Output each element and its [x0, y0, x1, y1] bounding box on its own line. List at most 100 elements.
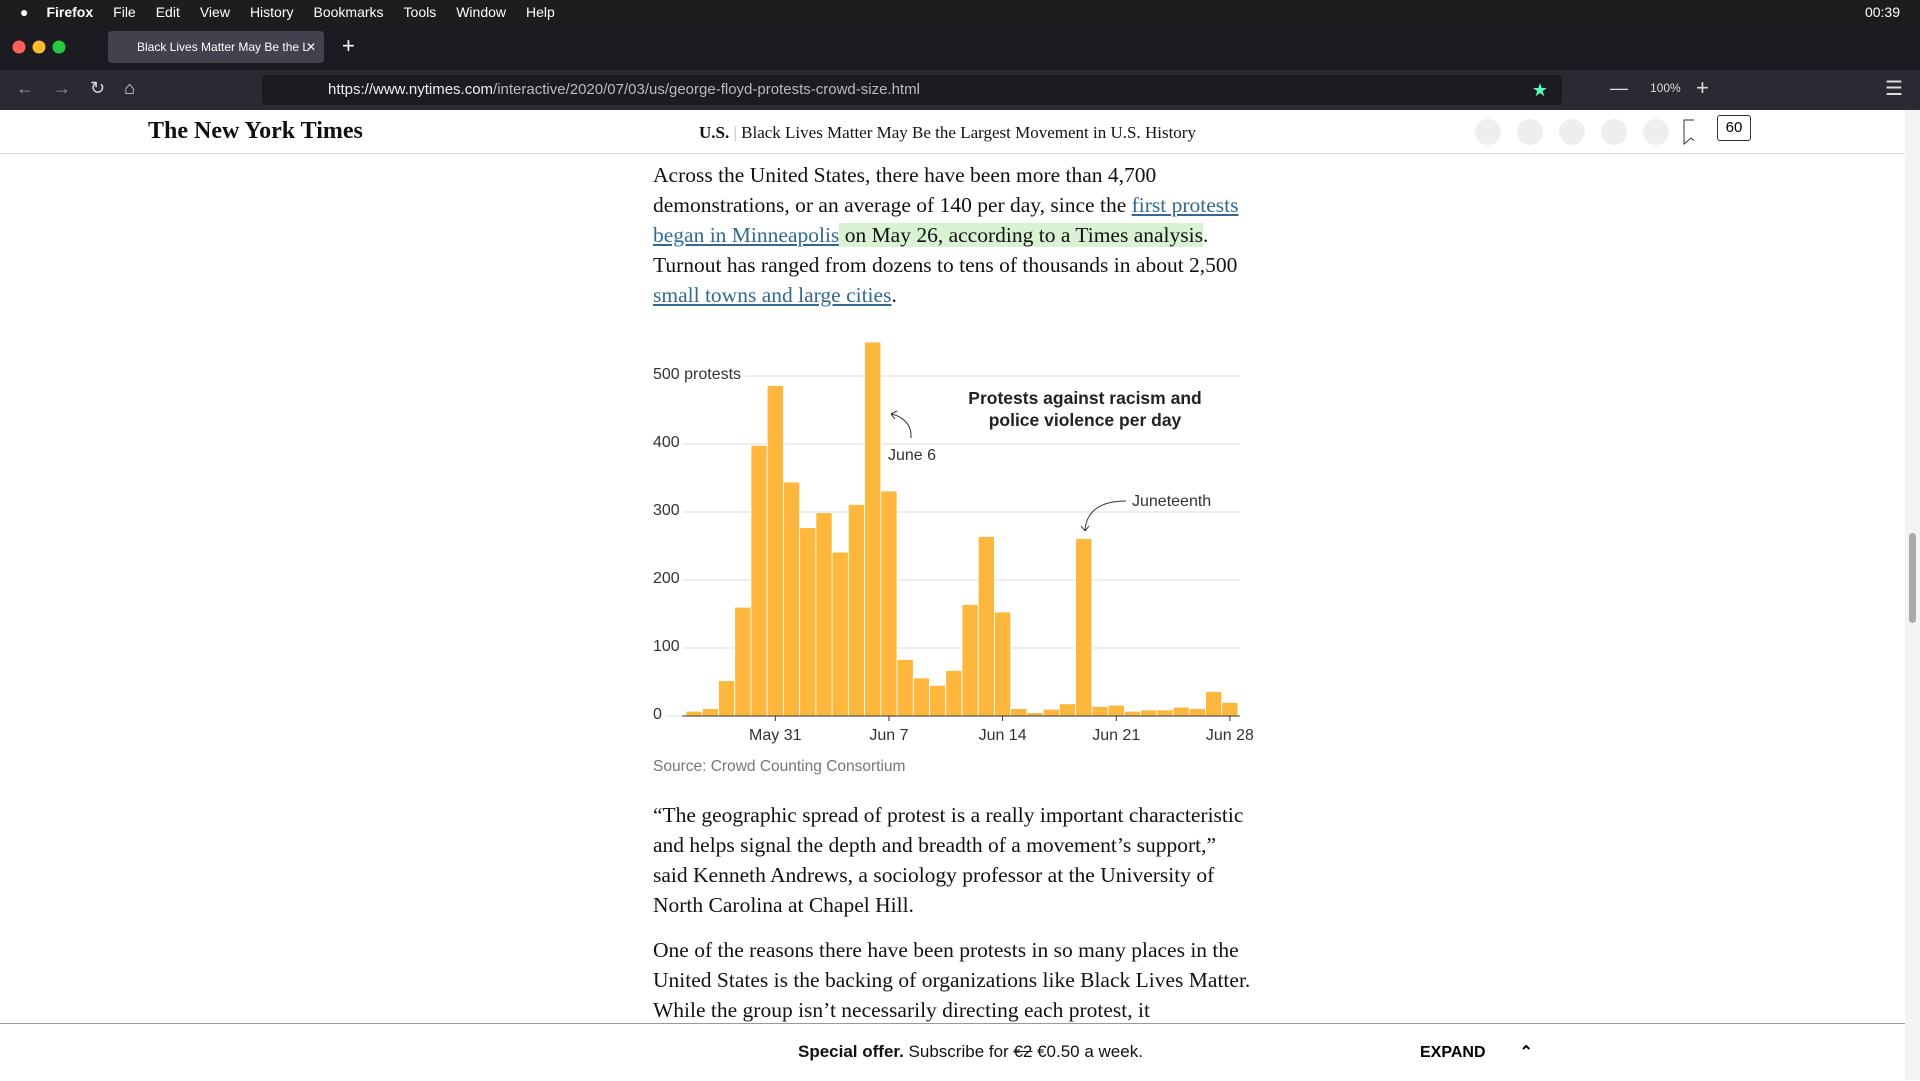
- comments-button[interactable]: 60: [1717, 115, 1751, 141]
- menu-item[interactable]: Bookmarks: [313, 3, 384, 20]
- menu-item[interactable]: History: [249, 3, 294, 20]
- y-tick-label: 0: [653, 706, 662, 723]
- chart-title: Protests against racism and police viole…: [968, 388, 1202, 430]
- share-email[interactable]: [1601, 119, 1627, 145]
- close-button[interactable]: [12, 40, 26, 54]
- bookmark-star[interactable]: ★: [1531, 80, 1548, 100]
- bar: [1042, 708, 1060, 717]
- offer-lead: Special offer.: [798, 1042, 904, 1061]
- bar: [912, 677, 930, 717]
- bar: [783, 481, 801, 717]
- bar: [718, 680, 736, 717]
- logo[interactable]: The New York Times: [148, 118, 363, 144]
- app-menu-button[interactable]: ☰: [1885, 78, 1903, 100]
- bar: [1091, 706, 1109, 717]
- link[interactable]: first protests began in Minneapolis: [653, 193, 1239, 247]
- bar: [1140, 709, 1158, 717]
- bar: [701, 708, 719, 717]
- bar: [815, 512, 833, 717]
- new-price: €0.50 a week.: [1032, 1042, 1143, 1061]
- save-bookmark[interactable]: [1683, 119, 1694, 146]
- bar: [1221, 701, 1239, 717]
- share-twitter[interactable]: [1559, 119, 1585, 145]
- text: . Turnout has ranged from dozens to tens…: [653, 223, 1238, 277]
- subscribe-bar: Special offer. Subscribe for €2 €0.50 a …: [0, 1023, 1905, 1081]
- zoom-button[interactable]: [52, 40, 66, 54]
- menu-item[interactable]: Window: [456, 3, 507, 20]
- share-icons: [1475, 119, 1694, 146]
- old-price: €2: [1013, 1042, 1033, 1061]
- expand-button[interactable]: EXPAND ⌃: [1420, 1044, 1533, 1061]
- section[interactable]: U.S.: [699, 123, 730, 142]
- y-tick-label: 300: [653, 502, 680, 519]
- bar: [734, 606, 752, 717]
- header-title: U.S. | Black Lives Matter May Be the Lar…: [699, 123, 1196, 142]
- chart-source: Source: Crowd Counting Consortium: [653, 758, 906, 775]
- paragraph: “The geographic spread of protest is a r…: [653, 803, 1244, 917]
- bar: [896, 659, 914, 717]
- menu-item[interactable]: Tools: [403, 3, 437, 20]
- url-bar[interactable]: https://www.nytimes.com/interactive/2020…: [262, 75, 1562, 105]
- menu-item[interactable]: View: [199, 3, 230, 20]
- bar: [1107, 704, 1125, 717]
- bar: [1205, 691, 1223, 717]
- minimize-button[interactable]: [32, 40, 46, 54]
- menu-item[interactable]: Edit: [155, 3, 180, 20]
- share-more[interactable]: [1643, 119, 1669, 145]
- share-facebook[interactable]: [1475, 119, 1501, 145]
- link[interactable]: small towns and large cities: [653, 283, 892, 307]
- annotation-arrow: [890, 410, 912, 439]
- bar: [961, 604, 979, 717]
- offer-text: Special offer. Subscribe for €2 €0.50 a …: [798, 1042, 1143, 1062]
- bar: [766, 385, 784, 717]
- tab[interactable]: Black Lives Matter May Be the L ✕: [108, 31, 324, 63]
- zoom-out[interactable]: —: [1610, 78, 1628, 98]
- nav-buttons[interactable]: ← → ↻ ⌂: [16, 78, 135, 98]
- bar: [799, 527, 817, 717]
- zoom-in[interactable]: +: [1696, 75, 1709, 100]
- url-host: https://www.nytimes.com: [328, 81, 494, 98]
- bar: [994, 611, 1012, 717]
- menu-item[interactable]: Help: [526, 3, 555, 20]
- scrollbar[interactable]: [1905, 110, 1920, 1080]
- site-header: The New York Times U.S. | Black Lives Ma…: [0, 110, 1905, 154]
- bar: [750, 444, 768, 717]
- bar: [1123, 710, 1141, 717]
- menu-item[interactable]: File: [113, 3, 136, 20]
- zoom-level[interactable]: 100%: [1650, 81, 1681, 95]
- comment-count: 60: [1725, 119, 1743, 136]
- clock: 00:39: [1864, 3, 1900, 20]
- tab-close[interactable]: ✕: [305, 40, 316, 54]
- bar: [1059, 703, 1077, 717]
- window-controls: [12, 40, 66, 54]
- scroll-thumb[interactable]: [1909, 533, 1916, 623]
- bar: [1188, 708, 1206, 717]
- bar: [1010, 708, 1028, 717]
- chart: 0 100 200 300 400 500 protests May 31 Jun 7 Jun …: [649, 341, 1254, 744]
- annotation: Juneteenth: [1132, 493, 1211, 510]
- expand-label: EXPAND: [1420, 1044, 1486, 1061]
- bar: [831, 551, 849, 717]
- bar: [945, 670, 963, 717]
- bar: [1075, 538, 1093, 717]
- offer-body: Subscribe for: [903, 1042, 1014, 1061]
- app-menu[interactable]: Firefox: [46, 3, 94, 20]
- annotation: June 6: [888, 447, 936, 464]
- x-tick-label: Jun 28: [1206, 727, 1254, 744]
- apple-icon[interactable]: ●: [20, 3, 29, 20]
- bar: [685, 710, 703, 717]
- bar: [1026, 712, 1044, 717]
- headline: Black Lives Matter May Be the Largest Mo…: [741, 123, 1196, 142]
- new-tab[interactable]: +: [342, 33, 355, 58]
- share-whatsapp[interactable]: [1517, 119, 1543, 145]
- x-tick-label: Jun 7: [869, 727, 908, 744]
- menu-bar: ● Firefox File Edit View History Bookmar…: [0, 0, 1920, 23]
- y-tick-label: 500 protests: [653, 366, 741, 383]
- bar: [880, 490, 898, 717]
- bar: [929, 684, 947, 717]
- tab-bar: Black Lives Matter May Be the L ✕ +: [0, 23, 1920, 70]
- url-path: /interactive/2020/07/03/us/george-floyd-…: [493, 81, 920, 98]
- bar: [847, 504, 865, 717]
